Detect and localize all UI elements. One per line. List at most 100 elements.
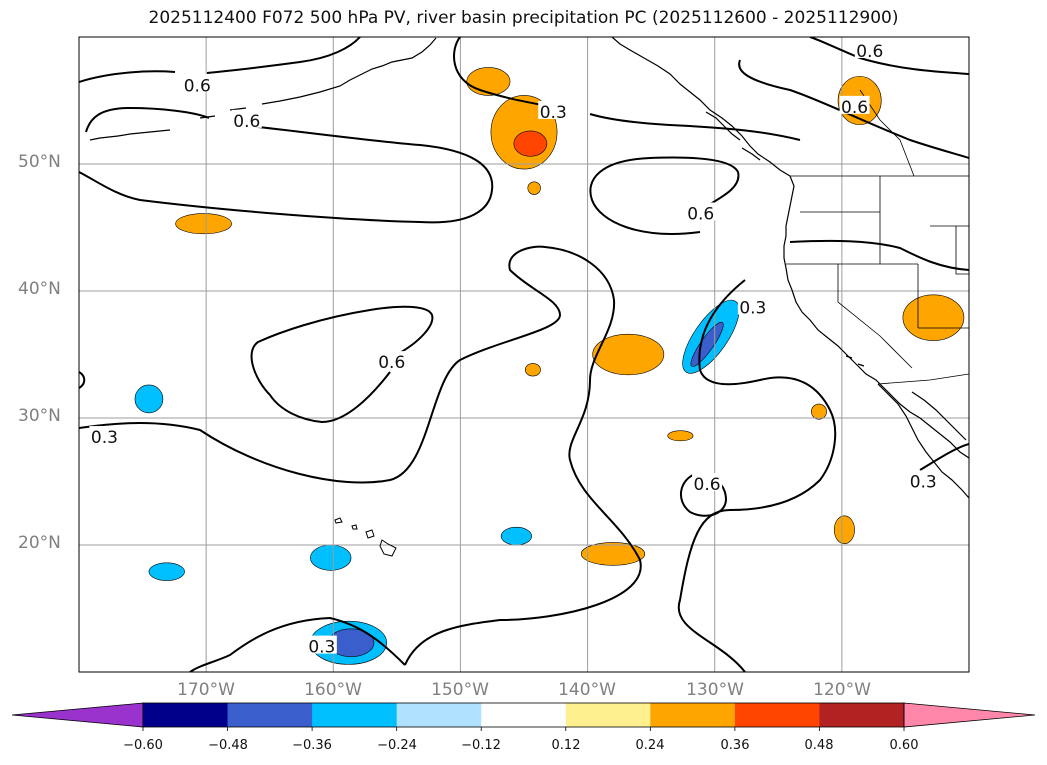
contour-label: 0.6 [184, 76, 211, 96]
blue-patch-18n [148, 562, 185, 581]
colorbar-segment [565, 703, 651, 727]
contour-label-background [182, 74, 213, 93]
contour-label: 0.3 [910, 473, 937, 493]
colorbar-segment [312, 703, 398, 727]
lat-label-20n: 20°N [18, 533, 61, 553]
lon-label-140w: 140°W [558, 680, 616, 700]
colorbar-tick-label: −0.24 [377, 738, 417, 753]
contour-label-background [839, 95, 870, 114]
colorbar-tick-label: 0.12 [551, 738, 581, 753]
pv-contour-0.6-cutoff [250, 305, 434, 424]
orange-patch-central-pacific [592, 333, 665, 376]
contour-label-background [692, 473, 723, 492]
contour-label: 0.6 [233, 112, 260, 132]
contour-label-background [376, 351, 407, 370]
bc-islands [705, 111, 761, 161]
contour-label-background [89, 426, 120, 445]
contour-label: 0.3 [91, 428, 118, 448]
colorbar-frame [142, 702, 905, 728]
map-frame [78, 36, 970, 673]
colorbar-segment [396, 703, 482, 727]
contour-label: 0.3 [308, 638, 335, 658]
us-west-coast [783, 175, 969, 459]
figure-title: 2025112400 F072 500 hPa PV, river basin … [148, 8, 899, 28]
red-patch-gulf-alaska [513, 130, 548, 157]
gridlines [79, 37, 969, 672]
bc-ab-border [859, 89, 915, 177]
contour-labels: 0.6 0.6 0.3 0.6 0.6 0.6 0.3 0.6 0.3 0.6 0.3 0.3 [89, 39, 939, 658]
contour-label-background [908, 470, 939, 489]
colorbar-segment [650, 703, 736, 727]
blue-patch-21n-central [500, 526, 532, 546]
colorbar-extend-over [903, 702, 1036, 728]
pv-contour-0.6-west [79, 106, 494, 224]
contour-label: 0.6 [841, 98, 868, 118]
colorbar-segment [227, 703, 313, 727]
colorbar-segment [819, 703, 905, 727]
channel-islands [845, 355, 865, 367]
pv-contours [79, 37, 969, 672]
hawaiian-islands [334, 517, 397, 557]
contour-label-background [685, 202, 716, 221]
lon-label-120w: 120°W [813, 680, 871, 700]
baja-peninsula [877, 383, 969, 499]
pv-contour-0.6-center [589, 156, 740, 235]
colorbar-tick-label: −0.48 [208, 738, 248, 753]
contour-label-background [538, 100, 569, 119]
political-boundaries [786, 89, 969, 385]
orange-patch-29n [667, 430, 694, 442]
lon-label-160w: 160°W [304, 680, 362, 700]
contour-label-background [737, 296, 768, 315]
mexico-mainland-coast [911, 391, 967, 441]
orange-patch-20n-east [833, 515, 855, 545]
colorbar-tick-label: 0.60 [889, 738, 919, 753]
orange-patch-nevada [902, 294, 965, 341]
colorbar-tick-label: 0.36 [720, 738, 750, 753]
lon-label-130w: 130°W [686, 680, 744, 700]
southeast-alaska-coast [611, 37, 791, 177]
contour-label-background [231, 109, 262, 128]
contour-label: 0.6 [687, 205, 714, 225]
lat-label-30n: 30°N [18, 406, 61, 426]
ca-nv-diagonal [837, 264, 913, 369]
blue-patch-20n-west [310, 544, 352, 571]
colorbar-tick-label: 0.48 [804, 738, 834, 753]
coastlines [89, 37, 969, 499]
colorbar-extend-under [11, 702, 144, 728]
pv-contour-0.6-ne [738, 37, 969, 159]
mexico-border [877, 373, 969, 385]
contour-label: 0.3 [540, 103, 567, 123]
pv-contour-0.3-east [677, 279, 837, 672]
colorbar-tick-label: −0.12 [461, 738, 501, 753]
contour-label: 0.3 [739, 299, 766, 319]
orange-patch-small-34n [524, 363, 541, 377]
colorbar [11, 702, 1036, 731]
colorbar-tick-label: −0.60 [123, 738, 163, 753]
orange-patch-small-52n [527, 181, 541, 195]
lon-label-170w: 170°W [177, 680, 235, 700]
contour-label-background [854, 39, 885, 58]
contour-label: 0.6 [694, 475, 721, 495]
pv-contour-0.3-se [789, 239, 969, 471]
contour-label: 0.6 [378, 353, 405, 373]
lon-label-150w: 150°W [431, 680, 489, 700]
contour-label: 0.6 [856, 42, 883, 62]
utah-border [955, 226, 969, 275]
pv-contour-0.3-main [79, 245, 642, 672]
colorbar-tick-label: −0.36 [292, 738, 332, 753]
orange-patch-subtropical [580, 542, 646, 566]
pv-contour-0.6-north [79, 37, 361, 83]
orange-patch-baja-offshore [811, 403, 827, 420]
lat-label-40n: 40°N [18, 279, 61, 299]
contour-label-background [306, 635, 337, 654]
colorbar-tick-label: 0.24 [635, 738, 665, 753]
blue-patch-west-31n [134, 384, 164, 414]
colorbar-segment [481, 703, 567, 727]
lat-label-50n: 50°N [18, 152, 61, 172]
orange-patch-north-pacific [466, 67, 511, 96]
colorbar-segment [143, 703, 229, 727]
orange-patch-west-pacific [175, 213, 232, 235]
pv-contour-0.3-west-edge [79, 371, 86, 389]
